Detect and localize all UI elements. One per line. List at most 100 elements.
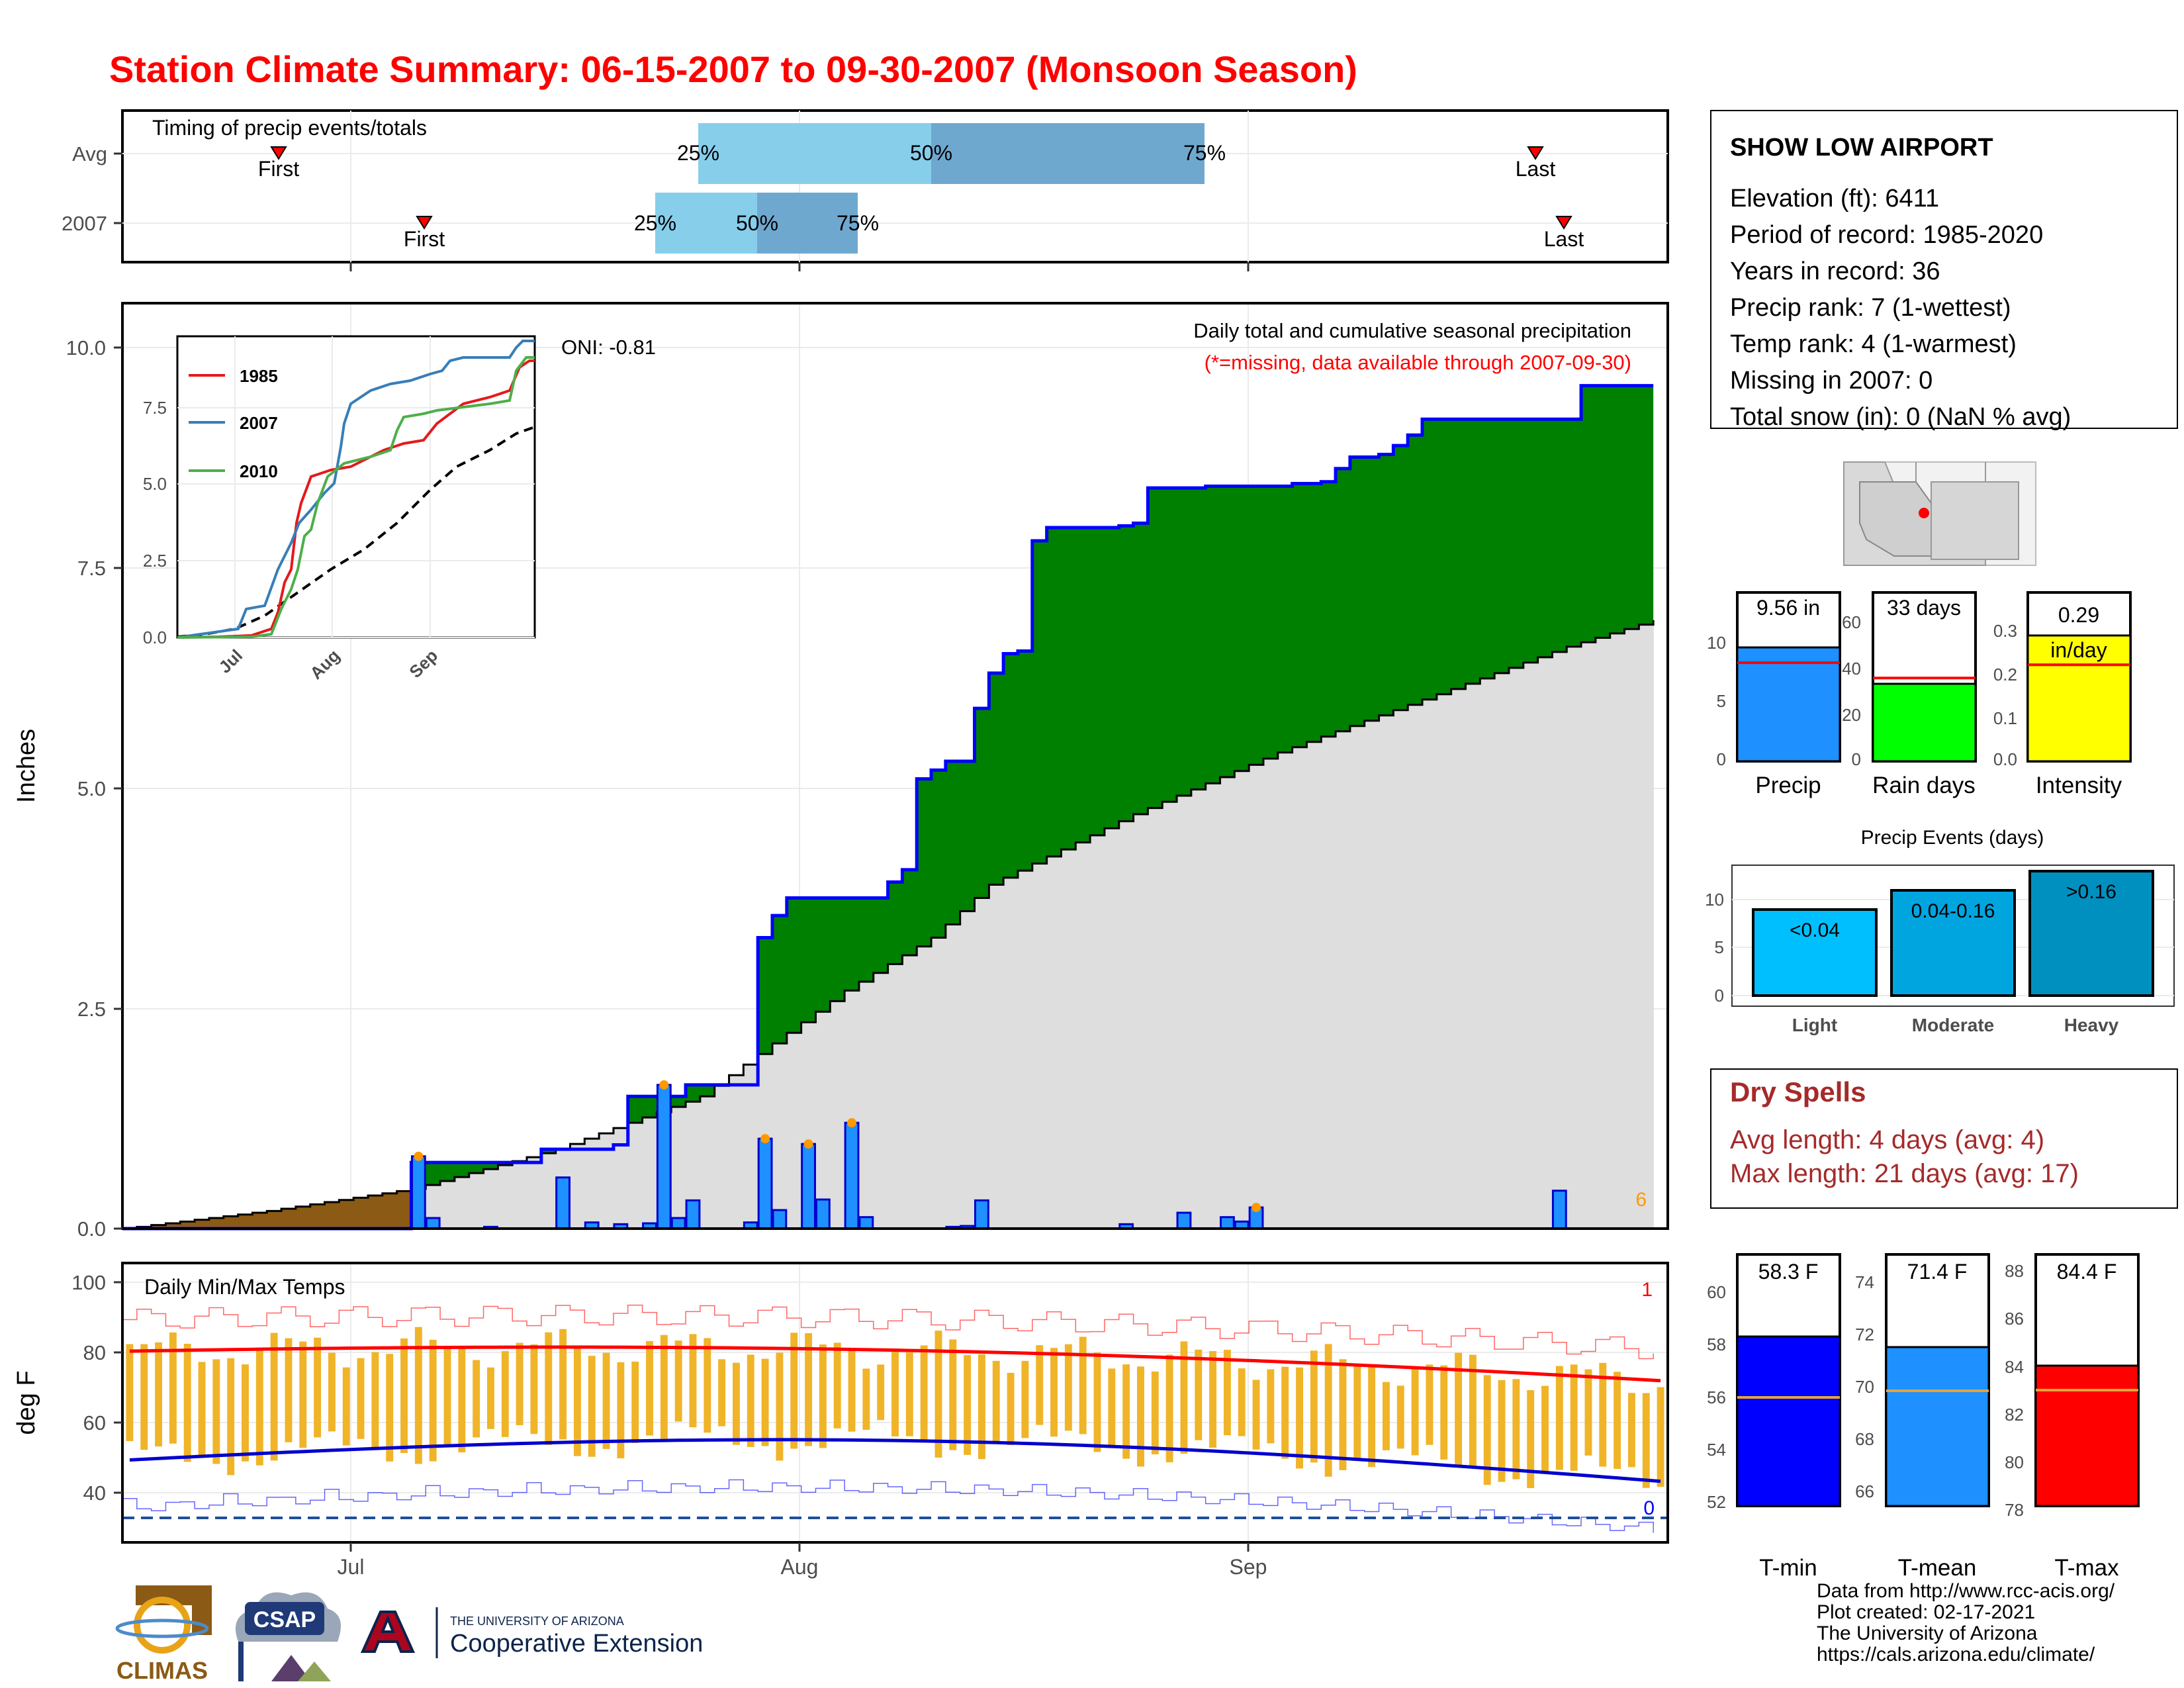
daily-temp-bar: [1541, 1385, 1549, 1472]
precip-events-moderate-label: 0.04-0.16: [1911, 900, 1995, 922]
intensity-bar: [2026, 634, 2132, 763]
daily-temp-bar: [198, 1362, 206, 1458]
precip-y-tick: 2.5: [77, 998, 106, 1021]
timing-panel-label: Timing of precip events/totals: [152, 116, 427, 140]
daily-precip-bar: [555, 1176, 570, 1230]
timing-2007-last-marker: [1555, 216, 1572, 230]
tmin-value: 58.3 F: [1758, 1260, 1819, 1284]
daily-temp-bar: [1440, 1365, 1448, 1460]
svg-text:0: 0: [1717, 749, 1726, 769]
inset-y-tick: 7.5: [143, 398, 167, 418]
daily-temp-bar: [1064, 1344, 1072, 1431]
daily-temp-bar: [848, 1350, 856, 1432]
rain-days-bar-label: Rain days: [1872, 773, 1976, 798]
intensity-bar-label: Intensity: [2036, 773, 2122, 798]
average-cumulative-area: [122, 620, 1654, 1229]
daily-temp-bar: [776, 1352, 784, 1461]
university-of-arizona-logo: THE UNIVERSITY OF ARIZONA Cooperative Ex…: [360, 1607, 703, 1658]
daily-temp-bar: [400, 1338, 408, 1453]
temp-y-tick: 100: [71, 1271, 106, 1294]
daily-temp-bar: [805, 1333, 813, 1446]
timing-row-label-2007: 2007: [62, 212, 107, 235]
timing-avg-first-marker: [270, 146, 287, 160]
x-tick-month: Aug: [781, 1555, 819, 1579]
footer-credits: Data from http://www.rcc-acis.org/ Plot …: [1817, 1581, 2115, 1665]
daily-temp-bar: [1267, 1369, 1275, 1444]
daily-temp-bar: [429, 1339, 437, 1462]
precip-y-axis-label: Inches: [13, 729, 40, 803]
daily-temp-bar: [1122, 1364, 1130, 1459]
dry-spells-box: Dry Spells Avg length: 4 days (avg: 4) M…: [1710, 1068, 2178, 1209]
inset-y-tick: 5.0: [143, 474, 167, 494]
daily-temp-bar: [1209, 1351, 1217, 1448]
daily-temp-bar: [602, 1352, 610, 1449]
daily-temp-bar: [1296, 1367, 1303, 1469]
inset-y-tick: 2.5: [143, 551, 167, 571]
inset-legend-2010: 2010: [240, 461, 278, 481]
daily-temp-bar: [342, 1367, 350, 1446]
precip-events-heavy-label: >0.16: [2066, 881, 2116, 903]
daily-temp-bar: [169, 1332, 177, 1444]
svg-text:56: 56: [1707, 1387, 1726, 1407]
daily-temp-bar: [631, 1361, 639, 1443]
oni-label: ONI: -0.81: [561, 336, 656, 359]
daily-temp-bar: [718, 1359, 726, 1427]
daily-temp-bar: [833, 1342, 841, 1429]
daily-temp-bar: [862, 1368, 870, 1430]
daily-temp-bar: [516, 1342, 523, 1425]
timing-2007-first-marker: [416, 216, 433, 230]
svg-text:58: 58: [1707, 1335, 1726, 1354]
daily-temp-bar: [1570, 1364, 1578, 1471]
record-day-marker: [847, 1118, 857, 1128]
daily-temp-bar: [1368, 1365, 1376, 1468]
daily-temp-bar: [1396, 1385, 1404, 1449]
daily-temp-bar: [285, 1338, 293, 1442]
daily-temp-bar: [877, 1364, 885, 1421]
precip-y-tick: 7.5: [77, 557, 106, 580]
timing-panel: Timing of precip events/totals Avg 2007 …: [62, 109, 1669, 271]
daily-temp-bar: [1426, 1364, 1433, 1445]
inset-average-line: [177, 426, 535, 638]
daily-temp-bar: [371, 1352, 379, 1448]
average-high-line: [129, 1345, 1661, 1383]
rain-days-bar: [1872, 682, 1977, 763]
daily-temp-bar: [704, 1338, 711, 1433]
daily-precip-bar: [670, 1217, 686, 1230]
tmean-value: 71.4 F: [1907, 1260, 1968, 1284]
ua-small-text: THE UNIVERSITY OF ARIZONA: [450, 1615, 624, 1628]
daily-precip-bar: [685, 1199, 701, 1230]
footer-line: The University of Arizona: [1817, 1622, 2038, 1644]
record-high-line: [122, 1304, 1654, 1360]
precip-events-light-bar: [1752, 908, 1878, 997]
svg-text:0.2: 0.2: [1993, 665, 2017, 684]
daily-temp-bar: [1614, 1372, 1621, 1469]
precip-total-bar: [1736, 646, 1841, 763]
svg-text:88: 88: [2005, 1261, 2024, 1281]
daily-temp-bar: [227, 1358, 235, 1476]
svg-text:82: 82: [2005, 1405, 2024, 1425]
daily-precip-bar: [772, 1209, 788, 1230]
daily-temp-bar: [920, 1345, 928, 1440]
precip-y-tick: 10.0: [66, 336, 106, 359]
ua-big-text: Cooperative Extension: [450, 1630, 703, 1658]
daily-precip-bar: [801, 1143, 816, 1230]
daily-temp-bar: [1383, 1382, 1390, 1450]
daily-temp-bar: [1108, 1368, 1116, 1447]
daily-temp-bar: [255, 1350, 263, 1466]
seasonal-total-bars: 9.56 in Precip 10 5 0 33 days Rain days …: [1707, 591, 2132, 798]
precip-events-y-tick: 10: [1705, 890, 1724, 910]
tmean-bar: [1885, 1346, 1990, 1507]
daily-temp-bar: [1137, 1366, 1144, 1467]
precip-events-y-tick: 0: [1715, 986, 1724, 1006]
daily-temp-bar: [573, 1348, 581, 1456]
record-low-line: [122, 1479, 1654, 1533]
daily-temp-bar: [1180, 1341, 1188, 1454]
daily-temp-bar: [992, 1360, 1000, 1442]
timing-2007-last-label: Last: [1544, 227, 1584, 251]
daily-temp-bar: [314, 1337, 322, 1438]
station-line: Years in record: 36: [1730, 258, 1940, 285]
tmin-bar-label: T-min: [1759, 1555, 1817, 1581]
tmax-bar: [2034, 1364, 2140, 1507]
precip-events-y-tick: 5: [1715, 937, 1724, 957]
daily-temp-bar: [1657, 1387, 1664, 1487]
